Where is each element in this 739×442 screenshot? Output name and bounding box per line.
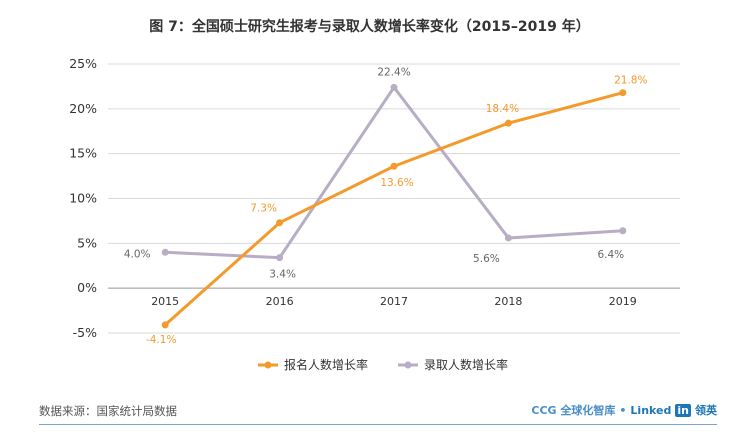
series-admit-data-label: 4.0% [124,248,151,260]
y-tick-label: 15% [69,146,97,161]
series-apply-point [390,162,398,170]
legend-swatch-dot [264,361,272,369]
series-apply-point [504,119,512,127]
y-tick-label: -5% [73,325,97,340]
series-admit-point [161,248,169,256]
y-tick-label: 0% [77,280,97,295]
series-apply-data-label: 7.3% [250,203,277,215]
series-apply-data-label: 13.6% [380,177,413,189]
series-admit-point [504,234,512,242]
series-apply-data-label: 18.4% [486,103,519,115]
series-admit-data-label: 3.4% [269,269,296,281]
y-axis: 25% 20% 15% 10% 5% 0% -5% [69,56,97,340]
legend-swatch-dot [404,361,412,369]
series-apply-point [161,321,169,329]
y-tick-label: 5% [77,235,97,250]
series-apply-data-label: -4.1% [146,334,176,346]
y-tick-label: 25% [69,56,97,71]
linkedin-logo-text: Linked [630,403,672,417]
series-admit-data-label: 6.4% [597,249,624,261]
ccg-logo: CCG 全球化智库 [531,404,616,417]
x-tick-label: 2016 [266,295,294,308]
series-apply-point [276,219,284,227]
series-admit-data-label: 5.6% [473,253,500,265]
series-admit-point [390,83,398,91]
x-tick-label: 2019 [609,295,637,308]
legend: 报名人数增长率 录取人数增长率 [258,357,508,372]
series-admit-point [276,254,284,262]
footer-rule [39,424,717,425]
x-tick-label: 2018 [494,295,522,308]
legend-label: 报名人数增长率 [284,357,368,372]
gridlines [108,63,680,334]
chart-title: 图 7：全国硕士研究生报考与录取人数增长率变化（2015–2019 年） [149,19,590,35]
logo-separator: • [619,403,627,417]
x-axis: 2015 2016 2017 2018 2019 [108,287,680,308]
series-apply-line [164,91,624,327]
y-tick-label: 20% [69,101,97,116]
source-note: 数据来源：国家统计局数据 [39,404,177,418]
x-tick-label: 2015 [151,295,179,308]
series-admit-data-label: 22.4% [377,66,410,78]
brand-logos: CCG 全球化智库 • Linked in 领英 [531,402,717,418]
series-admit-line [165,85,623,260]
series-apply-data-label: 21.8% [614,75,647,87]
legend-label: 录取人数增长率 [424,357,508,372]
series-apply-point [619,89,627,97]
series-admit-point [619,227,627,235]
linkedin-cn-text: 领英 [695,404,717,417]
series-group [161,83,627,329]
line-chart: 25% 20% 15% 10% 5% 0% -5% 2015 2016 2017 2018 2019… [69,56,680,372]
x-tick-label: 2017 [380,295,408,308]
y-tick-label: 10% [69,191,97,206]
data-labels: -4.1% 7.3% 13.6% 18.4% 21.8% 4.0% 3.4% 22.4% 5.6… [124,66,648,346]
linkedin-logo-icon: in [675,403,691,417]
